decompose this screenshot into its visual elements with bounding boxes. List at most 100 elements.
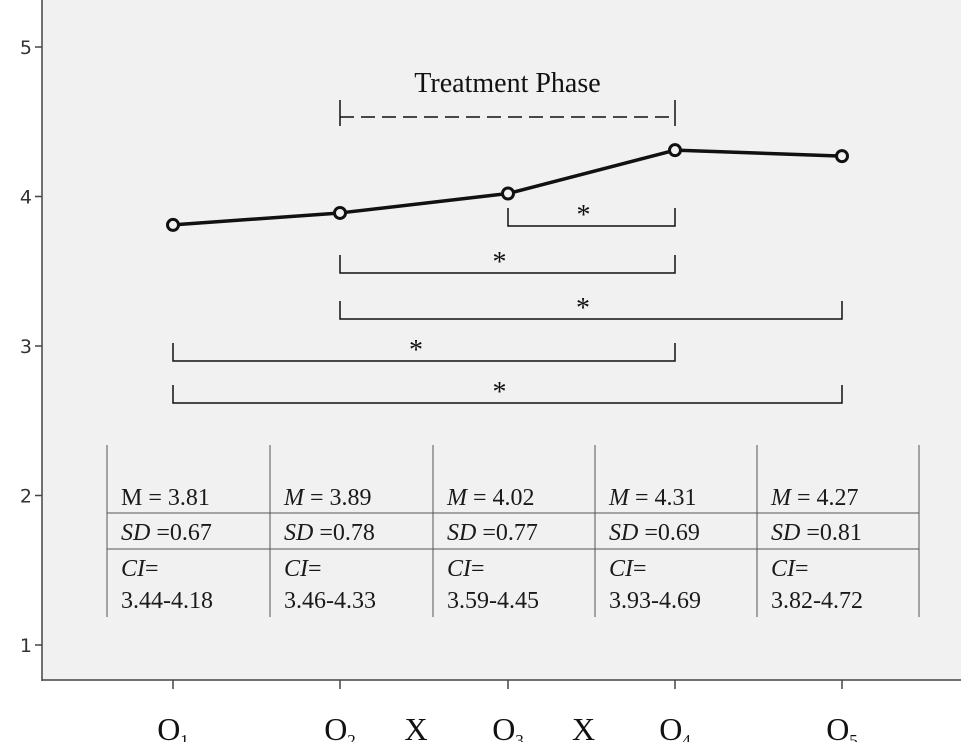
x-tick-main: O (157, 711, 180, 742)
sd-text: SD =0.81 (771, 520, 862, 546)
mean-text: M = 3.81 (121, 485, 210, 511)
ci-label-text: CI= (771, 556, 809, 582)
sd-text: SD =0.69 (609, 520, 700, 546)
sd-value: =0.77 (476, 520, 538, 546)
bracket-line (339, 255, 676, 274)
y-tick-label: 1 (20, 635, 32, 657)
ci-value: 3.93-4.69 (609, 588, 701, 614)
x-tick-main: O (826, 711, 849, 742)
ci-label: CI (771, 556, 796, 582)
x-tick-label: O1 (157, 711, 189, 742)
data-point (333, 205, 347, 220)
ci-label-text: CI= (447, 556, 485, 582)
mean-label: M (121, 485, 142, 511)
data-point (668, 143, 682, 158)
x-tick-main: O (492, 711, 515, 742)
significance-bracket: * (339, 293, 843, 324)
sd-text: SD =0.78 (284, 520, 375, 546)
mean-value: = 3.89 (304, 485, 372, 511)
mean-label: M (770, 485, 793, 511)
bracket-line (507, 208, 676, 227)
significance-star: * (576, 293, 590, 324)
mean-text: M = 4.31 (608, 485, 697, 511)
significance-star: * (577, 200, 591, 231)
mean-label: M (446, 485, 469, 511)
ci-label: CI (284, 556, 309, 582)
mean-text: M = 4.27 (770, 485, 859, 511)
significance-bracket: * (172, 377, 843, 408)
significance-star: * (493, 247, 507, 278)
sd-value: =0.78 (313, 520, 375, 546)
mean-value: = 4.31 (629, 485, 697, 511)
ci-label: CI (609, 556, 634, 582)
ci-label: CI (447, 556, 472, 582)
sd-label: SD (121, 520, 150, 546)
ci-label: CI (121, 556, 146, 582)
x-tick-labels: O1 O2 O3 O4 O5X X (157, 711, 858, 742)
mean-text: M = 4.02 (446, 485, 535, 511)
mean-value: = 3.81 (142, 485, 210, 511)
y-tick-label: 4 (20, 187, 32, 209)
significance-bracket: * (172, 335, 676, 366)
x-tick-label: O4 (659, 711, 691, 742)
x-tick-label: O3 (492, 711, 524, 742)
x-tick-subscript: 4 (682, 731, 691, 742)
data-point (501, 186, 515, 201)
ci-label-text: CI= (284, 556, 322, 582)
x-tick-subscript: 2 (347, 731, 356, 742)
sd-value: =0.69 (638, 520, 700, 546)
significance-brackets: * * * * * (172, 200, 843, 408)
ci-equals: = (471, 556, 485, 582)
significance-star: * (493, 377, 507, 408)
mean-label: M (608, 485, 631, 511)
x-tick-main: O (324, 711, 347, 742)
x-axis (42, 679, 961, 689)
data-point (166, 217, 180, 232)
x-tick-subscript: 1 (180, 731, 189, 742)
bracket-line (172, 385, 843, 404)
ci-label-text: CI= (121, 556, 159, 582)
between-label: X (404, 711, 427, 742)
ci-equals: = (633, 556, 647, 582)
table-cell-column: M = 3.81 SD =0.67 CI= 3.44-4.18 (121, 485, 213, 614)
ci-value: 3.59-4.45 (447, 588, 539, 614)
sd-label: SD (771, 520, 800, 546)
y-tick-label: 3 (20, 336, 32, 358)
treatment-phase-label: Treatment Phase (414, 68, 600, 99)
y-axis: 1 2 3 4 5 (20, 0, 43, 681)
significance-star: * (409, 335, 423, 366)
ci-value: 3.44-4.18 (121, 588, 213, 614)
ci-label-text: CI= (609, 556, 647, 582)
mean-label: M (283, 485, 306, 511)
mean-value: = 4.27 (791, 485, 859, 511)
ci-value: 3.46-4.33 (284, 588, 376, 614)
y-tick-label: 2 (20, 486, 32, 508)
mean-text: M = 3.89 (283, 485, 372, 511)
series-line (166, 143, 849, 232)
ci-value: 3.82-4.72 (771, 588, 863, 614)
x-tick-subscript: 5 (849, 731, 858, 742)
plot-area (42, 0, 961, 680)
sd-value: =0.81 (800, 520, 862, 546)
x-tick-label: O2 (324, 711, 356, 742)
sd-text: SD =0.67 (121, 520, 212, 546)
sd-label: SD (609, 520, 638, 546)
significance-bracket: * (339, 247, 676, 278)
mean-value: = 4.02 (467, 485, 535, 511)
x-tick-subscript: 3 (515, 731, 524, 742)
treatment-phase-annotation: Treatment Phase (339, 68, 676, 126)
sd-label: SD (284, 520, 313, 546)
bracket-line (339, 301, 843, 320)
significance-bracket: * (507, 200, 676, 231)
x-tick-label: O5 (826, 711, 858, 742)
ci-equals: = (308, 556, 322, 582)
ci-equals: = (145, 556, 159, 582)
bracket-line (172, 343, 676, 362)
sd-label: SD (447, 520, 476, 546)
ci-equals: = (795, 556, 809, 582)
y-tick-label: 5 (20, 37, 32, 59)
